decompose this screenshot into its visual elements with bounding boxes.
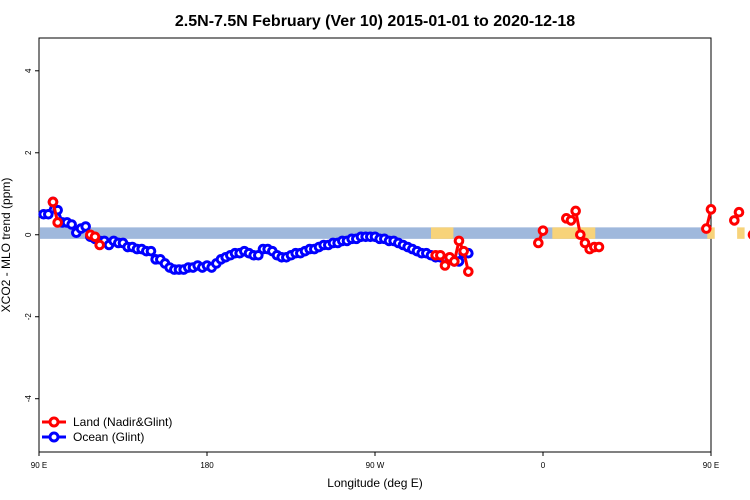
- data-point: [533, 237, 544, 249]
- data-point: [439, 260, 451, 271]
- data-point: [145, 245, 157, 257]
- data-point: [463, 266, 474, 277]
- axes: 90 E 180 90 W 0 90 E -4 -2 0 2 4: [24, 68, 719, 470]
- data-point: [733, 206, 745, 218]
- land-patch: [737, 227, 745, 239]
- x-axis-label: Longitude (deg E): [327, 476, 422, 490]
- x-tick-label: 90 W: [366, 461, 385, 470]
- x-tick-label: 180: [200, 461, 214, 470]
- legend-label: Land (Nadir&Glint): [73, 415, 172, 429]
- data-point: [593, 241, 605, 253]
- land-patch: [552, 227, 596, 239]
- x-tick-label: 90 E: [703, 461, 719, 470]
- data-point: [705, 204, 717, 215]
- data-point: [565, 215, 577, 226]
- y-tick-label: 0: [24, 232, 33, 237]
- land-patch: [707, 227, 715, 239]
- x-tick-label: 0: [541, 461, 546, 470]
- y-tick-label: 2: [24, 150, 33, 155]
- data-point: [52, 217, 63, 228]
- data-point: [94, 239, 105, 251]
- data-point: [575, 229, 586, 241]
- land-patch: [431, 227, 454, 239]
- data-point: [89, 231, 101, 243]
- y-tick-label: -4: [24, 395, 33, 403]
- data-point: [449, 256, 460, 267]
- series-land: [47, 196, 750, 277]
- data-point: [43, 208, 54, 220]
- y-tick-label: -2: [24, 313, 33, 321]
- data-point: [701, 223, 712, 234]
- data-point: [435, 249, 446, 261]
- data-point: [80, 221, 91, 232]
- data-point: [537, 225, 549, 236]
- legend: Land (Nadir&Glint)Ocean (Glint): [42, 415, 172, 444]
- y-axis-label: XCO2 - MLO trend (ppm): [0, 178, 13, 313]
- data-point: [47, 196, 59, 208]
- data-point: [453, 235, 465, 247]
- data-point: [66, 219, 77, 230]
- data-point: [570, 205, 581, 217]
- data-point: [729, 215, 740, 226]
- chart-title: 2.5N-7.5N February (Ver 10) 2015-01-01 t…: [175, 13, 575, 30]
- legend-label: Ocean (Glint): [73, 430, 144, 444]
- legend-marker: [48, 431, 60, 443]
- y-tick-label: 4: [24, 68, 33, 73]
- series-layer: [38, 196, 750, 277]
- x-tick-label: 90 E: [31, 461, 47, 470]
- data-point: [458, 245, 469, 257]
- legend-marker: [48, 416, 60, 428]
